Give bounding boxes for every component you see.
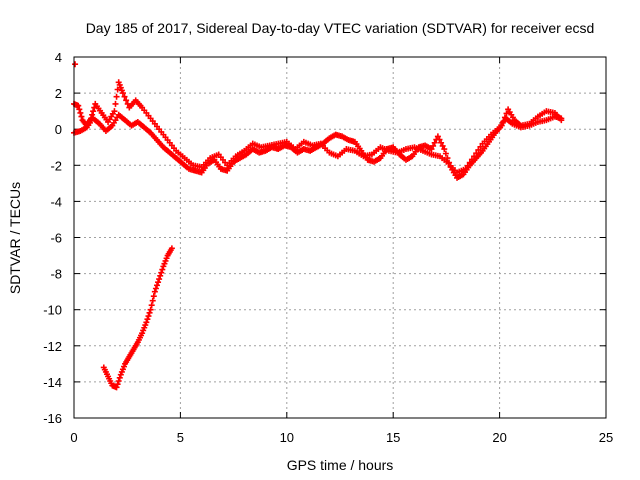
chart-title: Day 185 of 2017, Sidereal Day-to-day VTE… [86,20,595,36]
data-point [114,86,121,93]
data-point [500,118,507,125]
data-point [153,282,160,289]
data-point [143,319,150,326]
data-point [152,285,159,292]
data-point [438,139,445,146]
data-point [145,313,152,320]
data-point [147,306,154,313]
data-point [501,114,508,121]
x-tick-label: 15 [386,430,400,445]
data-point [159,266,166,273]
data-point [89,111,96,118]
data-point [111,108,118,115]
data-point [75,102,82,109]
data-point [123,97,130,104]
data-point [77,109,84,116]
x-axis-label: GPS time / hours [287,457,394,473]
y-tick-label: -16 [43,411,62,426]
data-points [71,61,565,391]
data-point [157,272,164,279]
data-point [72,61,79,68]
data-point [155,279,162,286]
data-point [444,155,451,162]
data-point [431,139,438,146]
plot-frame [73,56,607,419]
grid-lines [74,57,606,418]
data-point [115,377,122,384]
data-point [156,276,163,283]
x-tick-label: 0 [70,430,77,445]
x-tick-label: 5 [177,430,184,445]
y-tick-label: -4 [50,194,62,209]
data-point [144,316,151,323]
y-axis-label: SDTVAR / TECUs [7,182,23,294]
data-point [112,100,119,107]
y-tick-label: 4 [55,50,62,65]
data-point [116,374,123,381]
x-tick-label: 10 [280,430,294,445]
data-point [113,384,120,391]
data-point [439,142,446,149]
x-tick-label: 25 [599,430,613,445]
y-tick-label: -2 [50,158,62,173]
data-point [150,293,157,300]
y-axis-ticks: 4 2 0 -2 -4 -6 -8 -10 -12 -14 -16 [43,50,606,426]
y-tick-label: -8 [50,267,62,282]
data-point [158,269,165,276]
data-point [503,110,510,117]
data-point [90,108,97,115]
data-point [430,142,437,149]
data-point [114,381,121,388]
x-axis-ticks: 0 5 10 15 20 25 [70,57,613,445]
y-tick-label: -12 [43,339,62,354]
data-point [558,117,565,124]
data-point [149,297,156,304]
y-tick-label: -14 [43,375,62,390]
data-point [78,113,85,120]
data-point [146,309,153,316]
data-point [442,150,449,157]
data-point [436,136,443,143]
data-point [428,146,435,153]
y-tick-label: 0 [55,122,62,137]
data-point [441,146,448,153]
x-tick-label: 20 [492,430,506,445]
data-point [119,90,126,97]
data-point [498,122,505,129]
y-tick-label: 2 [55,86,62,101]
data-point [434,133,441,140]
data-point [113,93,120,100]
y-tick-label: -6 [50,231,62,246]
data-point [151,288,158,295]
data-point [446,159,453,166]
data-point [168,245,175,252]
data-point [477,143,484,150]
data-point [121,93,128,100]
y-tick-label: -10 [43,303,62,318]
data-point [76,106,83,113]
data-point [148,302,155,309]
